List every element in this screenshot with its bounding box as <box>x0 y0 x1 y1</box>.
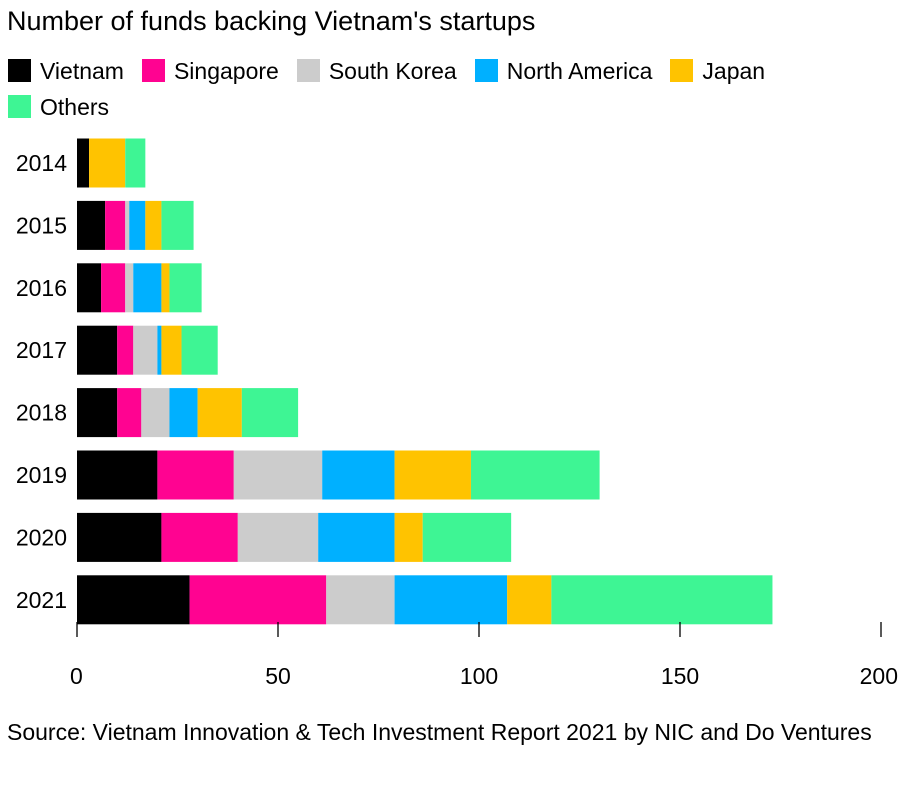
bar-segment <box>181 325 218 375</box>
legend-label: Japan <box>702 58 766 84</box>
x-tick-label: 0 <box>70 663 83 689</box>
y-tick-label: 2020 <box>16 524 67 550</box>
legend-item: North America <box>474 53 653 89</box>
y-tick-label: 2018 <box>16 400 67 426</box>
bar-segment <box>422 512 512 562</box>
bar-segment <box>169 388 198 438</box>
legend-swatch <box>474 59 498 82</box>
bar-segment <box>101 263 126 313</box>
bar-segment <box>233 450 323 500</box>
bar-segment <box>133 325 158 375</box>
bar-segment <box>394 512 423 562</box>
bar-segment <box>322 450 395 500</box>
bar-segment <box>189 575 327 625</box>
y-tick-label: 2016 <box>16 275 67 301</box>
y-tick-label: 2017 <box>16 337 67 363</box>
y-tick-label: 2014 <box>16 150 67 176</box>
bar-segment <box>77 388 118 438</box>
x-tick-label: 200 <box>860 663 898 689</box>
bar-segment <box>77 575 190 625</box>
bar-segment <box>326 575 395 625</box>
chart-title: Number of funds backing Vietnam's startu… <box>7 6 536 36</box>
bar-segment <box>89 138 126 188</box>
legend-item: Singapore <box>141 53 279 89</box>
legend-swatch <box>8 59 31 82</box>
bar-segment <box>161 512 238 562</box>
legend-swatch <box>670 59 694 82</box>
legend-swatch <box>8 95 31 118</box>
legend-label: Others <box>40 94 110 120</box>
bar-segment <box>117 388 142 438</box>
legend-label: South Korea <box>328 58 457 84</box>
legend-label: Singapore <box>173 58 279 84</box>
bar-segment <box>551 575 773 625</box>
bar-segment <box>157 450 234 500</box>
bar-segment <box>161 263 170 313</box>
bar-segment <box>77 512 162 562</box>
x-tick-label: 150 <box>661 663 699 689</box>
legend-item: Japan <box>670 53 765 89</box>
bar-segment <box>77 325 118 375</box>
bar-segment <box>318 512 395 562</box>
legend-swatch <box>141 59 165 82</box>
bar-segment <box>394 575 508 625</box>
bar-segment <box>241 388 299 438</box>
bar-segment <box>145 200 162 250</box>
bar-segment <box>77 138 90 188</box>
legend-item: South Korea <box>296 53 457 89</box>
bar-segment <box>394 450 471 500</box>
bar-segment <box>161 325 182 375</box>
y-tick-label: 2019 <box>16 462 67 488</box>
bar-segment <box>77 200 106 250</box>
legend-item: Vietnam <box>8 53 124 89</box>
legend-label: Vietnam <box>40 58 124 84</box>
bar-segment <box>117 325 134 375</box>
bar-segment <box>157 325 162 375</box>
bar-segment <box>77 450 158 500</box>
bar-segment <box>197 388 242 438</box>
x-tick-label: 100 <box>460 663 498 689</box>
bar-segment <box>125 263 134 313</box>
legend-item: Others <box>8 89 109 125</box>
bar-segment <box>125 200 130 250</box>
bar-segment <box>105 200 126 250</box>
y-tick-label: 2021 <box>16 587 67 613</box>
chart-legend: Vietnam Singapore South Korea North America… <box>8 53 888 125</box>
legend-label: North America <box>506 58 653 84</box>
bar-segment <box>77 263 102 313</box>
bar-segment <box>133 263 162 313</box>
bar-segment <box>161 200 194 250</box>
y-tick-label: 2015 <box>16 212 67 238</box>
bar-segment <box>237 512 319 562</box>
bar-segment <box>169 263 202 313</box>
bar-segment <box>129 200 146 250</box>
bar-segment <box>507 575 552 625</box>
bar-segment <box>141 388 170 438</box>
x-tick-label: 50 <box>265 663 291 689</box>
bar-segment <box>470 450 600 500</box>
legend-swatch <box>296 59 320 82</box>
chart-source: Source: Vietnam Innovation & Tech Invest… <box>7 719 872 745</box>
bar-segment <box>125 138 146 188</box>
